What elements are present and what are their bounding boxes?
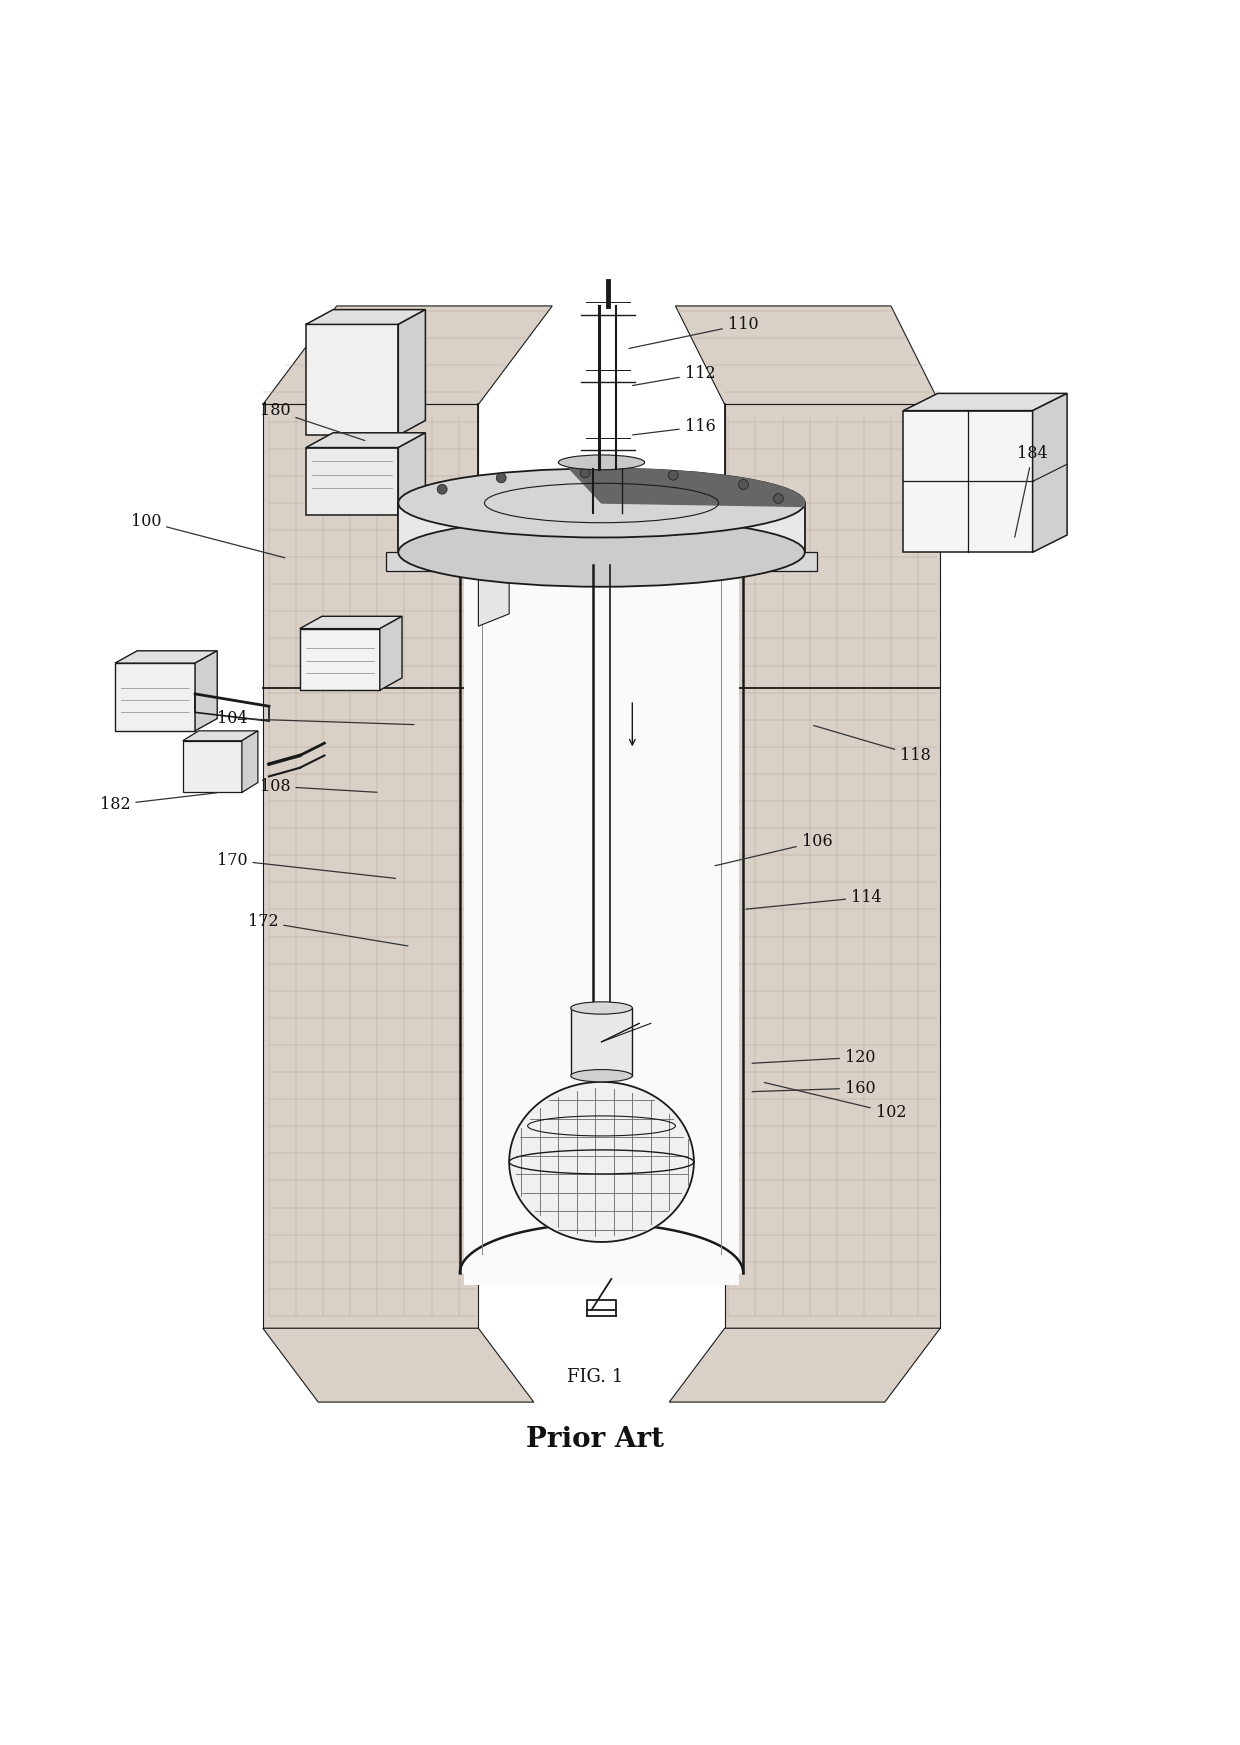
Polygon shape — [724, 405, 940, 1328]
Text: 160: 160 — [753, 1080, 875, 1096]
Polygon shape — [670, 1328, 940, 1403]
Polygon shape — [263, 305, 552, 405]
Polygon shape — [115, 651, 217, 663]
Text: 106: 106 — [715, 832, 832, 866]
Polygon shape — [479, 551, 510, 626]
Polygon shape — [263, 405, 479, 1328]
Text: 182: 182 — [99, 792, 217, 813]
Polygon shape — [263, 1328, 533, 1403]
Text: 114: 114 — [746, 888, 882, 909]
Polygon shape — [306, 447, 398, 515]
Polygon shape — [398, 433, 425, 515]
Ellipse shape — [398, 468, 805, 537]
Text: 184: 184 — [1014, 445, 1048, 537]
Text: 116: 116 — [632, 419, 715, 435]
Polygon shape — [460, 1223, 743, 1272]
Polygon shape — [242, 731, 258, 792]
Polygon shape — [570, 1009, 632, 1075]
Polygon shape — [398, 309, 425, 435]
Polygon shape — [510, 1082, 694, 1242]
Polygon shape — [903, 393, 1068, 410]
Ellipse shape — [398, 518, 805, 586]
Polygon shape — [300, 616, 402, 628]
Polygon shape — [306, 433, 425, 447]
Text: 120: 120 — [753, 1049, 875, 1066]
Polygon shape — [676, 305, 940, 405]
Polygon shape — [569, 468, 805, 506]
Ellipse shape — [558, 455, 645, 469]
Ellipse shape — [570, 1002, 632, 1014]
Polygon shape — [182, 740, 242, 792]
Polygon shape — [379, 616, 402, 691]
Text: 108: 108 — [260, 778, 377, 794]
Circle shape — [668, 469, 678, 480]
Polygon shape — [306, 309, 425, 325]
Polygon shape — [195, 651, 217, 731]
Text: FIG. 1: FIG. 1 — [567, 1368, 624, 1387]
Polygon shape — [306, 325, 398, 435]
Circle shape — [739, 480, 749, 489]
Polygon shape — [903, 410, 1033, 551]
Text: 180: 180 — [260, 401, 365, 440]
Polygon shape — [300, 628, 379, 691]
Text: 100: 100 — [130, 513, 285, 558]
Text: 172: 172 — [248, 913, 408, 946]
Text: 102: 102 — [764, 1082, 906, 1122]
Polygon shape — [398, 503, 805, 551]
Ellipse shape — [570, 1070, 632, 1082]
Text: 104: 104 — [217, 710, 414, 728]
Circle shape — [580, 468, 590, 478]
Polygon shape — [386, 551, 817, 571]
Text: 110: 110 — [629, 316, 759, 349]
Polygon shape — [1033, 393, 1068, 551]
Polygon shape — [464, 551, 739, 1284]
Circle shape — [438, 485, 448, 494]
Text: 118: 118 — [813, 726, 931, 764]
Polygon shape — [182, 731, 258, 740]
Text: 170: 170 — [217, 852, 396, 878]
Circle shape — [774, 494, 784, 503]
Polygon shape — [115, 663, 195, 731]
Text: Prior Art: Prior Art — [526, 1426, 665, 1452]
Text: 112: 112 — [632, 365, 715, 386]
Circle shape — [496, 473, 506, 483]
